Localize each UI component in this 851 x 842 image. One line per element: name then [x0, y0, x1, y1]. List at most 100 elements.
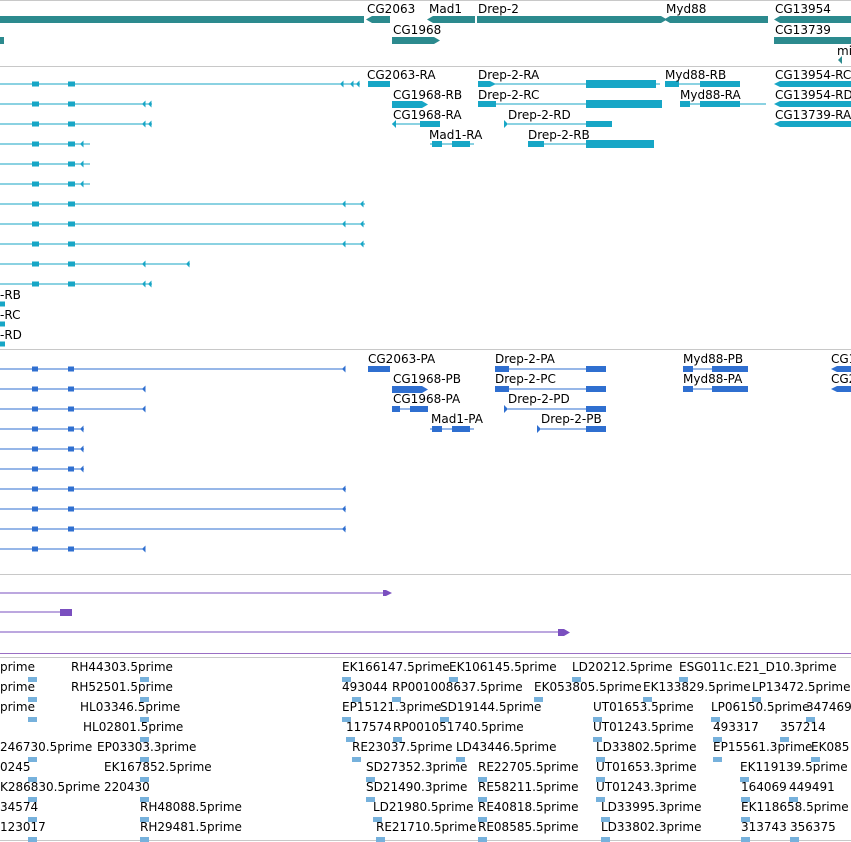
est-feature-34[interactable]	[140, 777, 149, 782]
cg2-cds[interactable]	[831, 386, 851, 392]
myd88-rb-exon2[interactable]	[700, 81, 740, 87]
est-feature-18[interactable]	[711, 717, 720, 722]
exon-edge-12[interactable]	[0, 301, 5, 307]
cds-6-1[interactable]	[68, 466, 74, 472]
exon-6-1[interactable]	[68, 181, 75, 187]
est-feature-47[interactable]	[140, 817, 149, 822]
exon-2-1[interactable]	[68, 101, 75, 107]
exon-11-1[interactable]	[68, 281, 75, 287]
exon-10-1[interactable]	[68, 261, 75, 267]
cds-6-0[interactable]	[32, 466, 38, 472]
small-left-gene[interactable]	[0, 37, 4, 44]
est-feature-11[interactable]	[643, 697, 652, 702]
est-feature-58[interactable]	[790, 837, 799, 842]
cg1968-pa-cds1[interactable]	[392, 406, 400, 412]
est-feature-8[interactable]	[352, 697, 361, 702]
drep2-gene[interactable]	[477, 16, 667, 23]
est-feature-12[interactable]	[752, 697, 761, 702]
est-feature-20[interactable]	[140, 737, 149, 742]
est-feature-37[interactable]	[596, 777, 605, 782]
exon-5-0[interactable]	[32, 161, 39, 167]
cg1968-pb-cds[interactable]	[392, 386, 428, 393]
est-feature-36[interactable]	[478, 777, 487, 782]
cds-8-1[interactable]	[68, 506, 74, 512]
est-feature-19[interactable]	[806, 717, 815, 722]
est-feature-39[interactable]	[28, 797, 37, 802]
est-feature-45[interactable]	[789, 797, 798, 802]
est-feature-4[interactable]	[572, 677, 581, 682]
drep2-pa-cds1[interactable]	[495, 366, 509, 372]
exon-edge-14[interactable]	[0, 341, 5, 347]
est-feature-3[interactable]	[449, 677, 458, 682]
cds-8-0[interactable]	[32, 506, 38, 512]
cds-10-0[interactable]	[32, 546, 38, 552]
cg1968-pa-cds2[interactable]	[410, 406, 428, 412]
est-feature-25[interactable]	[780, 737, 789, 742]
exon-9-0[interactable]	[32, 241, 39, 247]
est-feature-23[interactable]	[593, 737, 602, 742]
est-feature-35[interactable]	[366, 777, 375, 782]
cds-4-0[interactable]	[32, 426, 38, 432]
exon-7-1[interactable]	[68, 201, 75, 207]
est-feature-54[interactable]	[376, 837, 385, 842]
drep2-rb-exon1[interactable]	[528, 141, 544, 147]
myd88-ra-exon1[interactable]	[680, 101, 690, 107]
cg1968-gene[interactable]	[392, 37, 440, 44]
est-feature-15[interactable]	[342, 717, 351, 722]
exon-4-0[interactable]	[32, 141, 39, 147]
drep2-pc-cds2[interactable]	[586, 386, 606, 392]
mad1-ra-exon2[interactable]	[452, 141, 470, 147]
est-feature-21[interactable]	[346, 737, 355, 742]
est-feature-43[interactable]	[596, 797, 605, 802]
cds-7-1[interactable]	[68, 486, 74, 492]
est-feature-16[interactable]	[440, 717, 449, 722]
cds-10-1[interactable]	[68, 546, 74, 552]
est-feature-0[interactable]	[28, 677, 37, 682]
est-feature-7[interactable]	[140, 697, 149, 702]
cg2063-gene[interactable]	[366, 16, 390, 23]
est-feature-38[interactable]	[740, 777, 749, 782]
est-feature-31[interactable]	[713, 757, 722, 762]
est-feature-9[interactable]	[392, 697, 401, 702]
cg1-cds[interactable]	[831, 366, 851, 372]
est-feature-55[interactable]	[478, 837, 487, 842]
cg1968-ra-exon[interactable]	[420, 121, 440, 127]
cg2063-pa-cds[interactable]	[368, 366, 390, 372]
est-feature-24[interactable]	[713, 737, 722, 742]
left-gene-bar[interactable]	[0, 16, 364, 23]
purple-end-1[interactable]	[383, 590, 392, 596]
est-feature-22[interactable]	[393, 737, 402, 742]
cg13954-rd-exon[interactable]	[774, 101, 851, 107]
exon-9-1[interactable]	[68, 241, 75, 247]
exon-3-1[interactable]	[68, 121, 75, 127]
cds-1-0[interactable]	[32, 366, 38, 372]
cds-7-0[interactable]	[32, 486, 38, 492]
drep2-pb-cds[interactable]	[586, 426, 606, 432]
est-feature-42[interactable]	[478, 797, 487, 802]
myd88-ra-exon2[interactable]	[700, 101, 740, 107]
myd88-rb-exon1[interactable]	[665, 81, 679, 87]
myd88-pb-cds2[interactable]	[712, 366, 748, 372]
cg13954-gene[interactable]	[774, 16, 851, 23]
exon-5-1[interactable]	[68, 161, 75, 167]
est-feature-28[interactable]	[352, 757, 361, 762]
drep2-ra-exon2[interactable]	[586, 80, 656, 88]
cds-9-1[interactable]	[68, 526, 74, 532]
cds-5-0[interactable]	[32, 446, 38, 452]
drep2-pc-cds1[interactable]	[495, 386, 509, 392]
cds-3-1[interactable]	[68, 406, 74, 412]
exon-3-0[interactable]	[32, 121, 39, 127]
exon-1-0[interactable]	[32, 81, 39, 87]
cds-2-0[interactable]	[32, 386, 38, 392]
est-feature-27[interactable]	[140, 757, 149, 762]
est-feature-40[interactable]	[140, 797, 149, 802]
est-feature-57[interactable]	[741, 837, 750, 842]
est-feature-50[interactable]	[601, 817, 610, 822]
est-feature-44[interactable]	[741, 797, 750, 802]
exon-6-0[interactable]	[32, 181, 39, 187]
mad1-gene[interactable]	[427, 16, 475, 23]
est-feature-30[interactable]	[596, 757, 605, 762]
est-feature-48[interactable]	[373, 817, 382, 822]
exon-4-1[interactable]	[68, 141, 75, 147]
est-feature-32[interactable]	[811, 757, 820, 762]
